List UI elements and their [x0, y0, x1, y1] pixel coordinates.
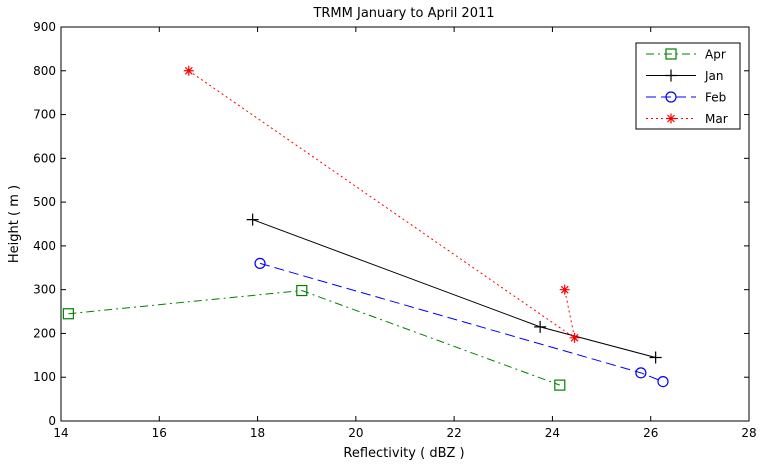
y-tick-label: 200 — [33, 326, 56, 340]
x-tick-label: 16 — [152, 426, 167, 440]
data-point-marker — [246, 213, 259, 226]
data-point-marker — [554, 379, 566, 391]
x-tick-label: 24 — [545, 426, 560, 440]
series-line — [259, 262, 664, 383]
series-line — [68, 290, 560, 386]
y-tick-label: 500 — [33, 195, 56, 209]
data-point-marker — [62, 308, 74, 320]
series-jan — [246, 213, 662, 364]
x-tick-label: 28 — [741, 426, 756, 440]
legend-label: Jan — [704, 69, 724, 83]
data-point-marker — [254, 257, 266, 269]
x-tick-label: 26 — [643, 426, 658, 440]
y-tick-label: 900 — [33, 20, 56, 34]
legend: Apr Jan Feb Mar — [635, 42, 741, 130]
series-layer — [62, 65, 669, 391]
y-tick-label: 100 — [33, 370, 56, 384]
series-line — [188, 70, 576, 339]
legend-marker — [666, 113, 676, 124]
x-tick-label: 20 — [348, 426, 363, 440]
x-tick-label: 18 — [250, 426, 265, 440]
legend-item-mar: Mar — [646, 112, 728, 126]
x-tick-label: 22 — [447, 426, 462, 440]
x-axis-label: Reflectivity ( dBZ ) — [343, 446, 464, 461]
legend-marker — [665, 91, 677, 103]
y-tick-label: 700 — [33, 108, 56, 122]
y-axis-ticks: 0 100 200 300 400 500 600 700 800 900 — [33, 20, 749, 428]
series-mar — [183, 65, 580, 343]
legend-box — [635, 42, 741, 130]
legend-item-feb: Feb — [646, 91, 726, 105]
data-point-marker — [296, 284, 308, 297]
legend-label: Mar — [705, 112, 728, 126]
legend-label: Apr — [705, 48, 726, 62]
y-tick-label: 800 — [33, 64, 56, 78]
data-point-marker — [635, 367, 647, 379]
series-feb — [254, 257, 669, 388]
x-tick-label: 14 — [53, 426, 68, 440]
y-tick-label: 300 — [33, 283, 56, 297]
y-tick-label: 400 — [33, 239, 56, 253]
data-point-marker — [657, 376, 669, 388]
data-point-marker — [534, 320, 547, 333]
y-tick-label: 600 — [33, 151, 56, 165]
chart-title: TRMM January to April 2011 — [312, 6, 494, 21]
data-point-marker — [569, 332, 580, 343]
plot-area — [60, 26, 750, 422]
legend-item-jan: Jan — [646, 69, 724, 83]
y-axis-label: Height ( m ) — [7, 185, 22, 263]
x-axis-ticks: 14 16 18 20 22 24 26 28 — [53, 27, 757, 440]
legend-label: Feb — [705, 91, 726, 105]
legend-marker — [665, 48, 677, 60]
data-point-marker — [559, 284, 570, 295]
series-apr — [62, 284, 566, 391]
legend-item-apr: Apr — [646, 48, 726, 62]
legend-marker — [665, 69, 677, 82]
y-tick-label: 0 — [48, 414, 56, 428]
data-point-marker — [649, 351, 662, 364]
data-point-marker — [183, 65, 194, 76]
